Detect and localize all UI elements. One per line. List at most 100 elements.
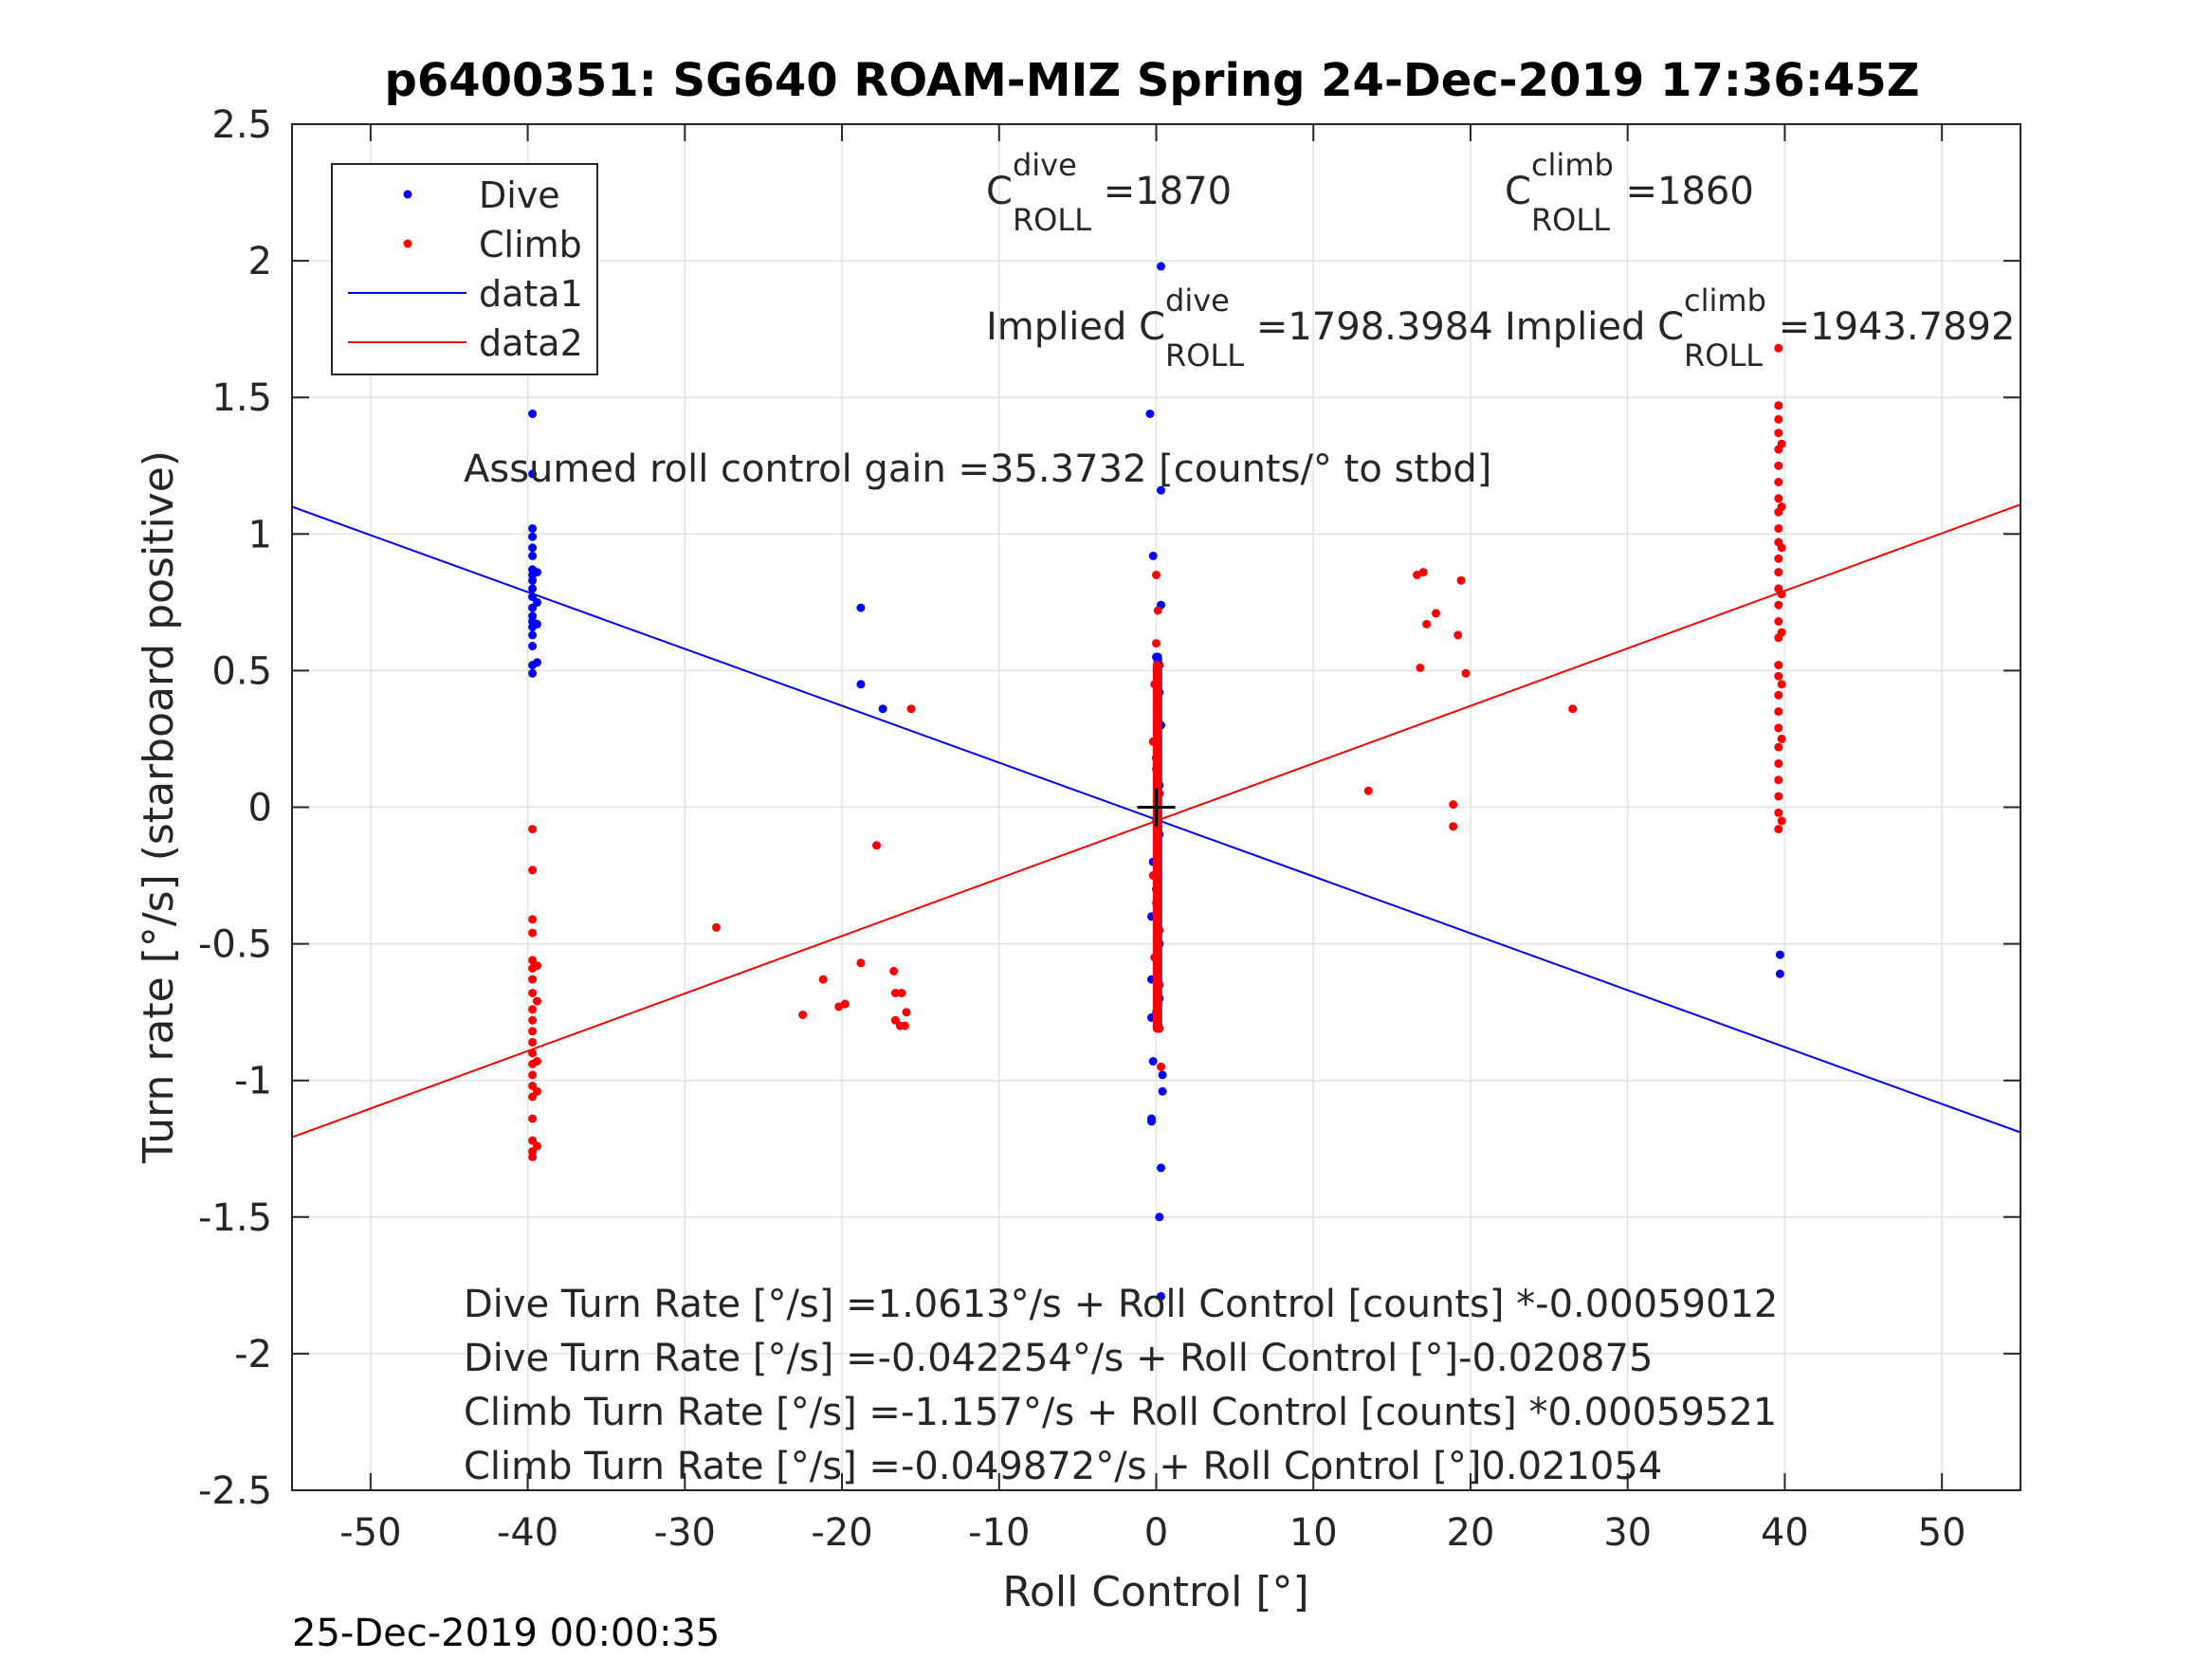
data-points [528, 262, 1786, 1301]
x-tick-label: -30 [654, 1511, 716, 1555]
climb-point [1422, 619, 1432, 629]
dive-point [1157, 485, 1165, 495]
y-tick-label: 2 [248, 240, 272, 283]
c-roll-climb: Cclimb ROLL =1860 [1505, 147, 1754, 238]
y-tick-label: 0 [248, 787, 272, 830]
climb-point [1777, 590, 1786, 599]
legend-box [331, 163, 598, 375]
legend: Dive Climb data1 data2 [331, 163, 598, 375]
x-tick-label: 30 [1603, 1511, 1652, 1555]
climb-point [528, 1005, 538, 1014]
x-axis-label: Roll Control [°] [1002, 1568, 1308, 1616]
climb-point [856, 958, 866, 968]
dive-point [528, 524, 538, 533]
climb-point [1453, 630, 1463, 640]
climb-point [1777, 543, 1786, 553]
dive-point [1157, 1291, 1165, 1301]
dive-point [528, 642, 538, 650]
climb-point [1774, 414, 1783, 424]
climb-point [533, 1141, 541, 1151]
climb-point [1774, 707, 1783, 717]
dive-point [878, 704, 887, 714]
climb-point [906, 704, 916, 714]
climb-point [1157, 1062, 1165, 1071]
climb-point [1416, 664, 1425, 672]
legend-label: data1 [479, 273, 583, 315]
climb-point [1363, 786, 1373, 795]
dive-point [1145, 410, 1155, 418]
climb-point [1461, 668, 1471, 678]
y-tick-label: 0.5 [211, 649, 272, 693]
climb-point [1774, 478, 1783, 486]
dive-point [533, 619, 541, 629]
dive-point [528, 584, 538, 593]
y-tick-label: 1.5 [211, 376, 272, 420]
dive-point [533, 597, 541, 607]
dive-point [533, 658, 541, 667]
climb-point [1774, 792, 1783, 801]
climb-point [1777, 502, 1786, 511]
legend-label: Climb [479, 224, 582, 265]
climb-point [528, 1048, 538, 1058]
climb-point [528, 975, 538, 984]
climb-point [798, 1011, 808, 1019]
climb-point [1774, 808, 1783, 817]
dive-point [1157, 1163, 1165, 1173]
dive-point [856, 603, 866, 612]
climb-point [897, 989, 906, 997]
dive-point [1157, 262, 1165, 271]
climb-point [872, 841, 881, 850]
dive-point [1148, 551, 1158, 560]
chart-title: p6400351: SG640 ROAM-MIZ Spring 24-Dec-2… [384, 54, 1919, 107]
climb-point [1774, 494, 1783, 503]
implied-c-roll-climb: Implied Cclimb ROLL =1943.7892 [1505, 283, 2015, 374]
climb-point [890, 989, 900, 997]
climb-point [1774, 775, 1783, 785]
x-tick-label: 20 [1447, 1511, 1495, 1555]
climb-point [1774, 428, 1783, 438]
climb-point [818, 975, 828, 984]
climb-point [1153, 606, 1162, 615]
axis-ticks [292, 123, 2020, 1491]
dive-point [533, 568, 541, 577]
y-tick-label: 2.5 [211, 103, 272, 147]
climb-point [1774, 758, 1783, 768]
climb-point [1418, 568, 1428, 577]
dive-point [1148, 1057, 1158, 1066]
climb-point [1774, 554, 1783, 563]
legend-marker-climb [403, 239, 412, 248]
climb-point [1774, 825, 1783, 834]
climb-point [1777, 439, 1786, 448]
climb-point [1777, 734, 1786, 743]
climb-point [528, 1037, 538, 1047]
dive-point [528, 575, 538, 585]
timestamp: 25-Dec-2019 00:00:35 [292, 1612, 720, 1655]
climb-point [1774, 568, 1783, 577]
climb-point [1774, 671, 1783, 681]
y-tick-label: 1 [248, 513, 272, 556]
x-tick-label: 50 [1918, 1511, 1966, 1555]
climb-point [528, 915, 538, 924]
climb-point [1774, 401, 1783, 410]
dive-point [528, 410, 538, 418]
climb-point [889, 966, 899, 975]
climb-point [528, 1027, 538, 1036]
x-tick-label: 0 [1144, 1511, 1168, 1555]
dive-point [528, 532, 538, 541]
dive-point [856, 680, 866, 689]
climb-point [1456, 575, 1466, 585]
dive-point [1775, 950, 1784, 959]
climb-point [528, 1070, 538, 1080]
climb-point [902, 1008, 911, 1017]
climb-point [528, 1114, 538, 1123]
climb-point [1774, 742, 1783, 752]
climb-point [712, 922, 721, 932]
climb-point [1432, 609, 1440, 618]
climb-point [1774, 600, 1783, 610]
climb-point [1774, 723, 1783, 733]
climb-point [528, 825, 538, 834]
x-tick-label: -10 [968, 1511, 1030, 1555]
climb-point [533, 996, 541, 1006]
